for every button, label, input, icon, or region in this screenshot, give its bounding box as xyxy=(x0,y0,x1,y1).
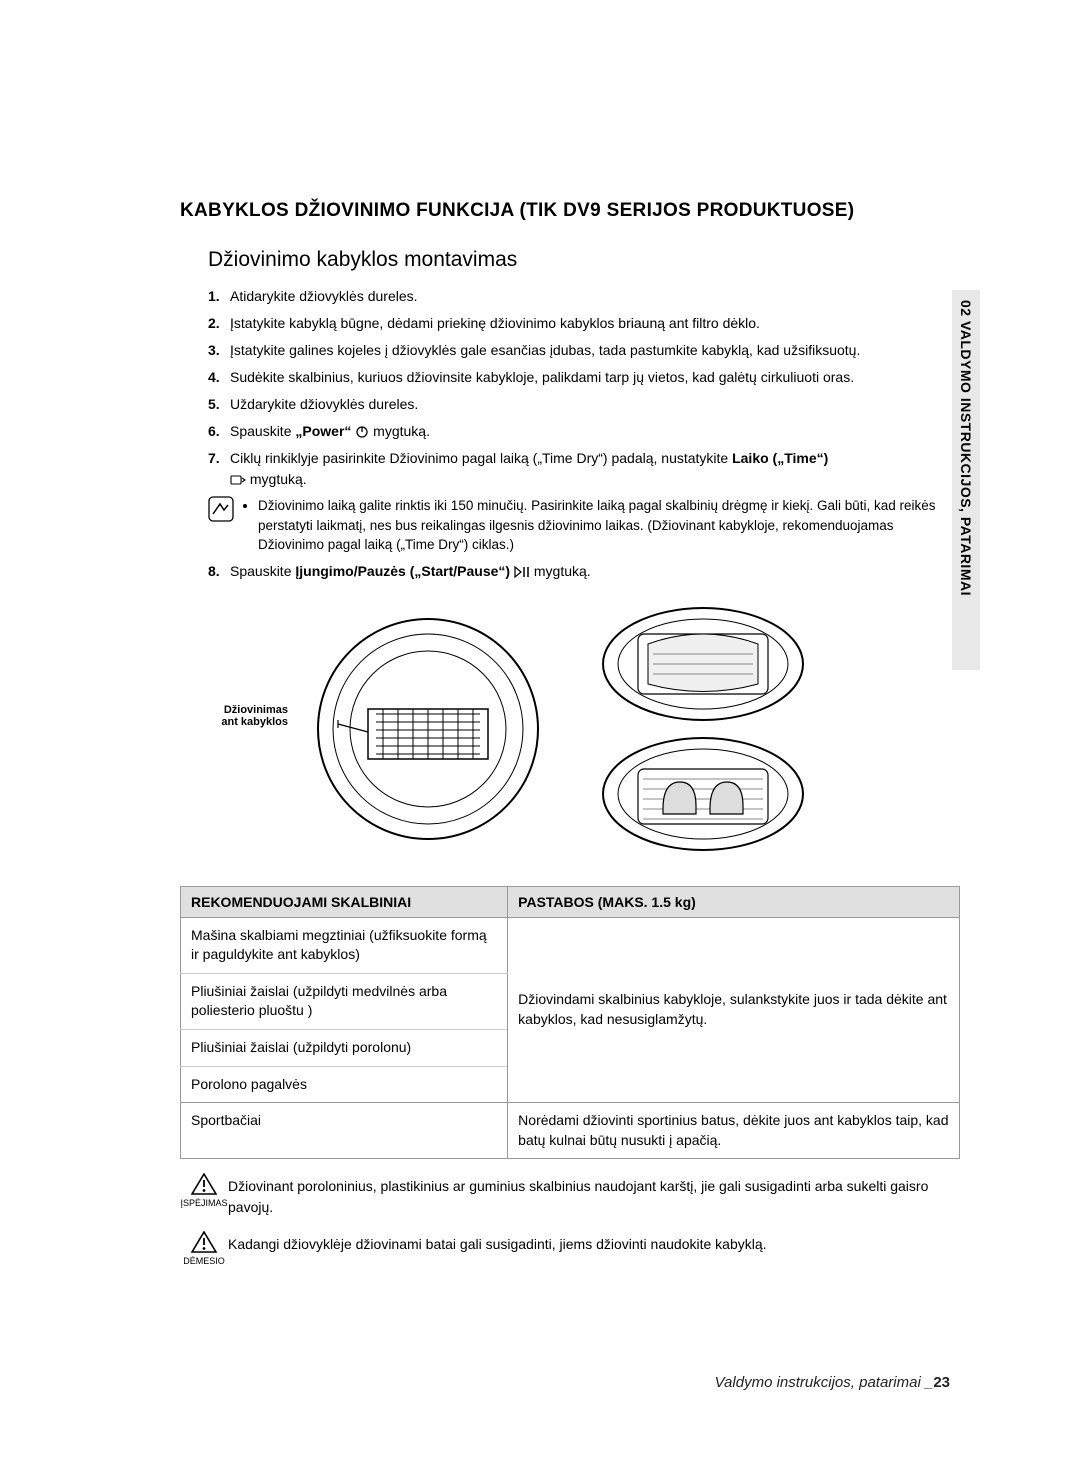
step-text: Uždarykite džiovyklės dureles. xyxy=(230,394,960,415)
step-number: 3. xyxy=(208,340,230,361)
recommendations-table: REKOMENDUOJAMI SKALBINIAI PASTABOS (MAKS… xyxy=(180,886,960,1160)
step-text: Spauskite Įjungimo/Pauzės („Start/Pause“… xyxy=(230,561,960,582)
note-text: Džiovinimo laiką galite rinktis iki 150 … xyxy=(242,496,960,555)
figure-label: Džiovinimas ant kabyklos xyxy=(198,704,288,728)
note-bullet: Džiovinimo laiką galite rinktis iki 150 … xyxy=(258,496,960,555)
instruction-steps: 1.Atidarykite džiovyklės dureles. 2.Įsta… xyxy=(208,286,960,490)
figure-area: Džiovinimas ant kabyklos xyxy=(208,604,960,864)
caution-icon: DĖMESIO xyxy=(180,1231,228,1268)
time-icon xyxy=(230,474,246,486)
table-cell: Pliušiniai žaislai (užpildyti porolonu) xyxy=(181,1030,508,1067)
step-text: Atidarykite džiovyklės dureles. xyxy=(230,286,960,307)
play-pause-icon xyxy=(514,566,530,578)
dryer-drum-diagram xyxy=(298,614,558,844)
table-cell: Porolono pagalvės xyxy=(181,1066,508,1103)
figure-label-line: ant kabyklos xyxy=(221,716,288,728)
step-fragment: mygtuką. xyxy=(373,423,430,439)
caution-label: DĖMESIO xyxy=(183,1256,225,1266)
footer-text: Valdymo instrukcijos, patarimai _ xyxy=(715,1374,934,1391)
section-title: Džiovinimo kabyklos montavimas xyxy=(208,248,960,272)
instruction-steps-continued: 8. Spauskite Įjungimo/Pauzės („Start/Pau… xyxy=(208,561,960,582)
page-footer: Valdymo instrukcijos, patarimai _23 xyxy=(715,1374,950,1391)
caution-row: DĖMESIO Kadangi džiovyklėje džiovinami b… xyxy=(180,1231,960,1268)
step-number: 8. xyxy=(208,561,230,582)
table-cell: Džiovindami skalbinius kabykloje, sulank… xyxy=(508,917,960,1103)
table-cell: Pliušiniai žaislai (užpildyti medvilnės … xyxy=(181,973,508,1029)
step-text: Ciklų rinkiklyje pasirinkite Džiovinimo … xyxy=(230,448,960,490)
step-bold: Laiko („Time“) xyxy=(732,450,828,466)
step-bold: Įjungimo/Pauzės („Start/Pause“) xyxy=(295,563,510,579)
note-icon xyxy=(208,496,236,555)
note-callout: Džiovinimo laiką galite rinktis iki 150 … xyxy=(208,496,960,555)
table-cell: Sportbačiai xyxy=(181,1103,508,1159)
power-icon xyxy=(355,425,369,439)
step-number: 6. xyxy=(208,421,230,442)
step-bold: „Power“ xyxy=(295,423,351,439)
rack-flat-diagram xyxy=(598,604,808,724)
step-number: 4. xyxy=(208,367,230,388)
step-text: Įstatykite galines kojeles į džiovyklės … xyxy=(230,340,960,361)
rack-shoes-diagram xyxy=(598,734,808,854)
step-fragment: Ciklų rinkiklyje pasirinkite Džiovinimo … xyxy=(230,450,732,466)
step-number: 2. xyxy=(208,313,230,334)
table-header: REKOMENDUOJAMI SKALBINIAI xyxy=(181,886,508,917)
step-number: 5. xyxy=(208,394,230,415)
warning-label: ĮSPĖJIMAS xyxy=(180,1198,227,1208)
table-header: PASTABOS (MAKS. 1.5 kg) xyxy=(508,886,960,917)
warning-text: Džiovinant poroloninius, plastikinius ar… xyxy=(228,1173,960,1217)
table-cell: Norėdami džiovinti sportinius batus, dėk… xyxy=(508,1103,960,1159)
warning-row: ĮSPĖJIMAS Džiovinant poroloninius, plast… xyxy=(180,1173,960,1217)
page-title: KABYKLOS DŽIOVINIMO FUNKCIJA (TIK DV9 SE… xyxy=(180,200,960,222)
step-fragment: Spauskite xyxy=(230,423,295,439)
table-cell: Mašina skalbiami megztiniai (užfiksuokit… xyxy=(181,917,508,973)
step-text: Sudėkite skalbinius, kuriuos džiovinsite… xyxy=(230,367,960,388)
step-fragment: mygtuką. xyxy=(534,563,591,579)
step-fragment: Spauskite xyxy=(230,563,295,579)
page-content: KABYKLOS DŽIOVINIMO FUNKCIJA (TIK DV9 SE… xyxy=(0,0,1080,1328)
caution-text: Kadangi džiovyklėje džiovinami batai gal… xyxy=(228,1231,960,1268)
warning-icon: ĮSPĖJIMAS xyxy=(180,1173,228,1217)
step-number: 7. xyxy=(208,448,230,490)
step-text: Spauskite „Power“ mygtuką. xyxy=(230,421,960,442)
figure-label-line: Džiovinimas xyxy=(224,704,288,716)
step-text: Įstatykite kabyklą būgne, dėdami priekin… xyxy=(230,313,960,334)
page-number: 23 xyxy=(933,1374,950,1391)
step-number: 1. xyxy=(208,286,230,307)
step-fragment: mygtuką. xyxy=(250,471,307,487)
